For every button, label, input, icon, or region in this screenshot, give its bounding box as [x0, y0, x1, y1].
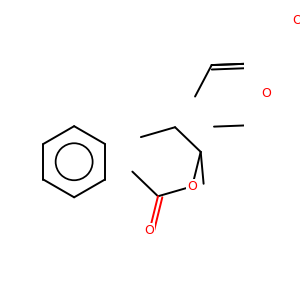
Text: O: O	[187, 180, 197, 193]
Text: O: O	[145, 224, 154, 237]
Text: O: O	[292, 14, 300, 27]
Text: O: O	[261, 87, 271, 100]
